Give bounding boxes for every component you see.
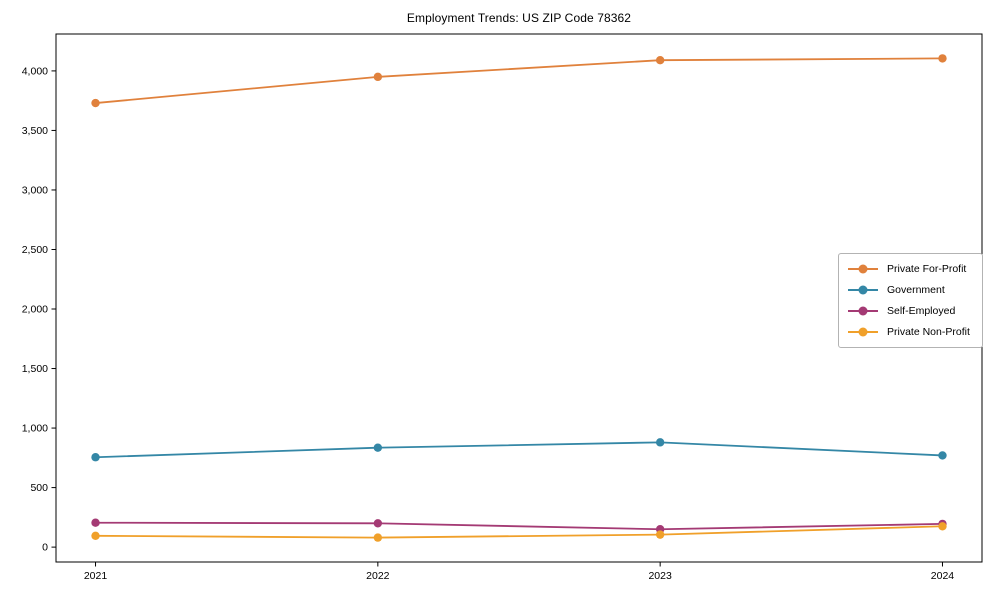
y-tick-label: 1,500: [22, 363, 48, 375]
legend-dot-icon: [858, 327, 868, 337]
data-point-private-non-profit-2023: [655, 530, 665, 539]
y-tick-label: 4,000: [22, 65, 48, 77]
data-point-private-non-profit-2021: [91, 531, 100, 541]
legend-marker-icon: [848, 306, 878, 316]
legend-marker-icon: [848, 327, 878, 337]
legend-dot-icon: [858, 306, 868, 316]
legend-label: Private Non-Profit: [887, 326, 970, 338]
legend-dot-icon: [858, 285, 868, 295]
y-tick-label: 1,000: [22, 423, 48, 435]
data-point-private-for-profit-2022: [373, 72, 383, 82]
y-tick-label: 2,500: [22, 244, 48, 256]
y-tick-label: 2,000: [22, 304, 48, 316]
data-point-government-2022: [373, 443, 383, 452]
legend-item-private-non-profit: Private Non-Profit: [848, 325, 973, 339]
legend-item-government: Government: [848, 283, 973, 297]
data-point-self-employed-2021: [91, 518, 100, 527]
series-line-government: [95, 441, 943, 459]
data-point-private-non-profit-2024: [938, 522, 947, 531]
series-line-private-non-profit: [95, 525, 943, 539]
data-point-government-2023: [655, 438, 665, 447]
y-tick-label: 0: [42, 542, 48, 554]
x-tick-label: 2023: [648, 570, 672, 582]
legend-marker-icon: [848, 264, 878, 274]
legend-item-self-employed: Self-Employed: [848, 304, 973, 318]
data-point-private-non-profit-2022: [373, 533, 383, 542]
data-point-private-for-profit-2021: [91, 98, 100, 108]
chart-title: Employment Trends: US ZIP Code 78362: [406, 11, 632, 25]
data-point-government-2024: [938, 451, 947, 460]
series-line-self-employed: [95, 521, 943, 531]
data-point-private-for-profit-2024: [938, 54, 947, 63]
data-point-self-employed-2022: [373, 519, 383, 528]
x-tick-label: 2024: [931, 570, 955, 582]
legend-dot-icon: [858, 264, 868, 274]
series-line-private-for-profit: [95, 57, 943, 104]
data-point-private-for-profit-2023: [655, 55, 665, 65]
y-tick-label: 500: [30, 482, 48, 494]
legend-label: Self-Employed: [887, 305, 956, 317]
legend-label: Private For-Profit: [887, 263, 967, 275]
data-point-government-2021: [91, 453, 100, 462]
legend: Private For-Profit Government Self-Employe…: [838, 253, 983, 348]
x-tick-label: 2021: [84, 570, 108, 582]
legend-item-private-for-profit: Private For-Profit: [848, 262, 973, 276]
y-tick-label: 3,500: [22, 125, 48, 137]
legend-label: Government: [887, 284, 945, 296]
y-tick-label: 3,000: [22, 184, 48, 196]
x-tick-label: 2022: [366, 570, 390, 582]
legend-marker-icon: [848, 285, 878, 295]
